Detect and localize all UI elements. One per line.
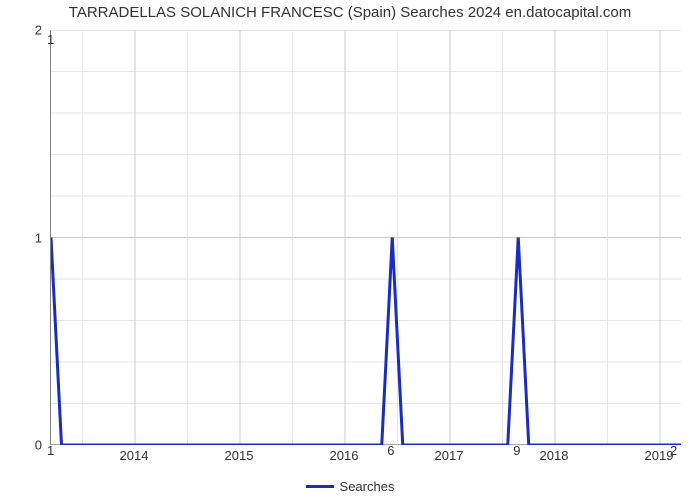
y-tick-label: 2 [35,23,42,38]
x-tick-label: 2017 [435,448,464,463]
corner-bottom-left: 1 [47,443,54,458]
legend: Searches [0,475,700,494]
y-tick-label: 1 [35,230,42,245]
y-tick-label: 0 [35,438,42,453]
legend-label: Searches [340,479,395,494]
x-tick-label: 2015 [225,448,254,463]
chart-title: TARRADELLAS SOLANICH FRANCESC (Spain) Se… [0,4,700,21]
x-tick-label: 2016 [330,448,359,463]
corner-mid-a: 6 [387,443,394,458]
corner-top-left: 1 [47,32,54,47]
corner-mid-b: 9 [513,443,520,458]
plot-svg [51,30,681,445]
plot-area [50,30,680,445]
x-tick-label: 2014 [120,448,149,463]
legend-item-searches: Searches [306,479,395,494]
x-tick-label: 2018 [540,448,569,463]
corner-bottom-right: 2 [670,443,677,458]
chart-container: TARRADELLAS SOLANICH FRANCESC (Spain) Se… [0,0,700,500]
legend-swatch [306,485,334,488]
